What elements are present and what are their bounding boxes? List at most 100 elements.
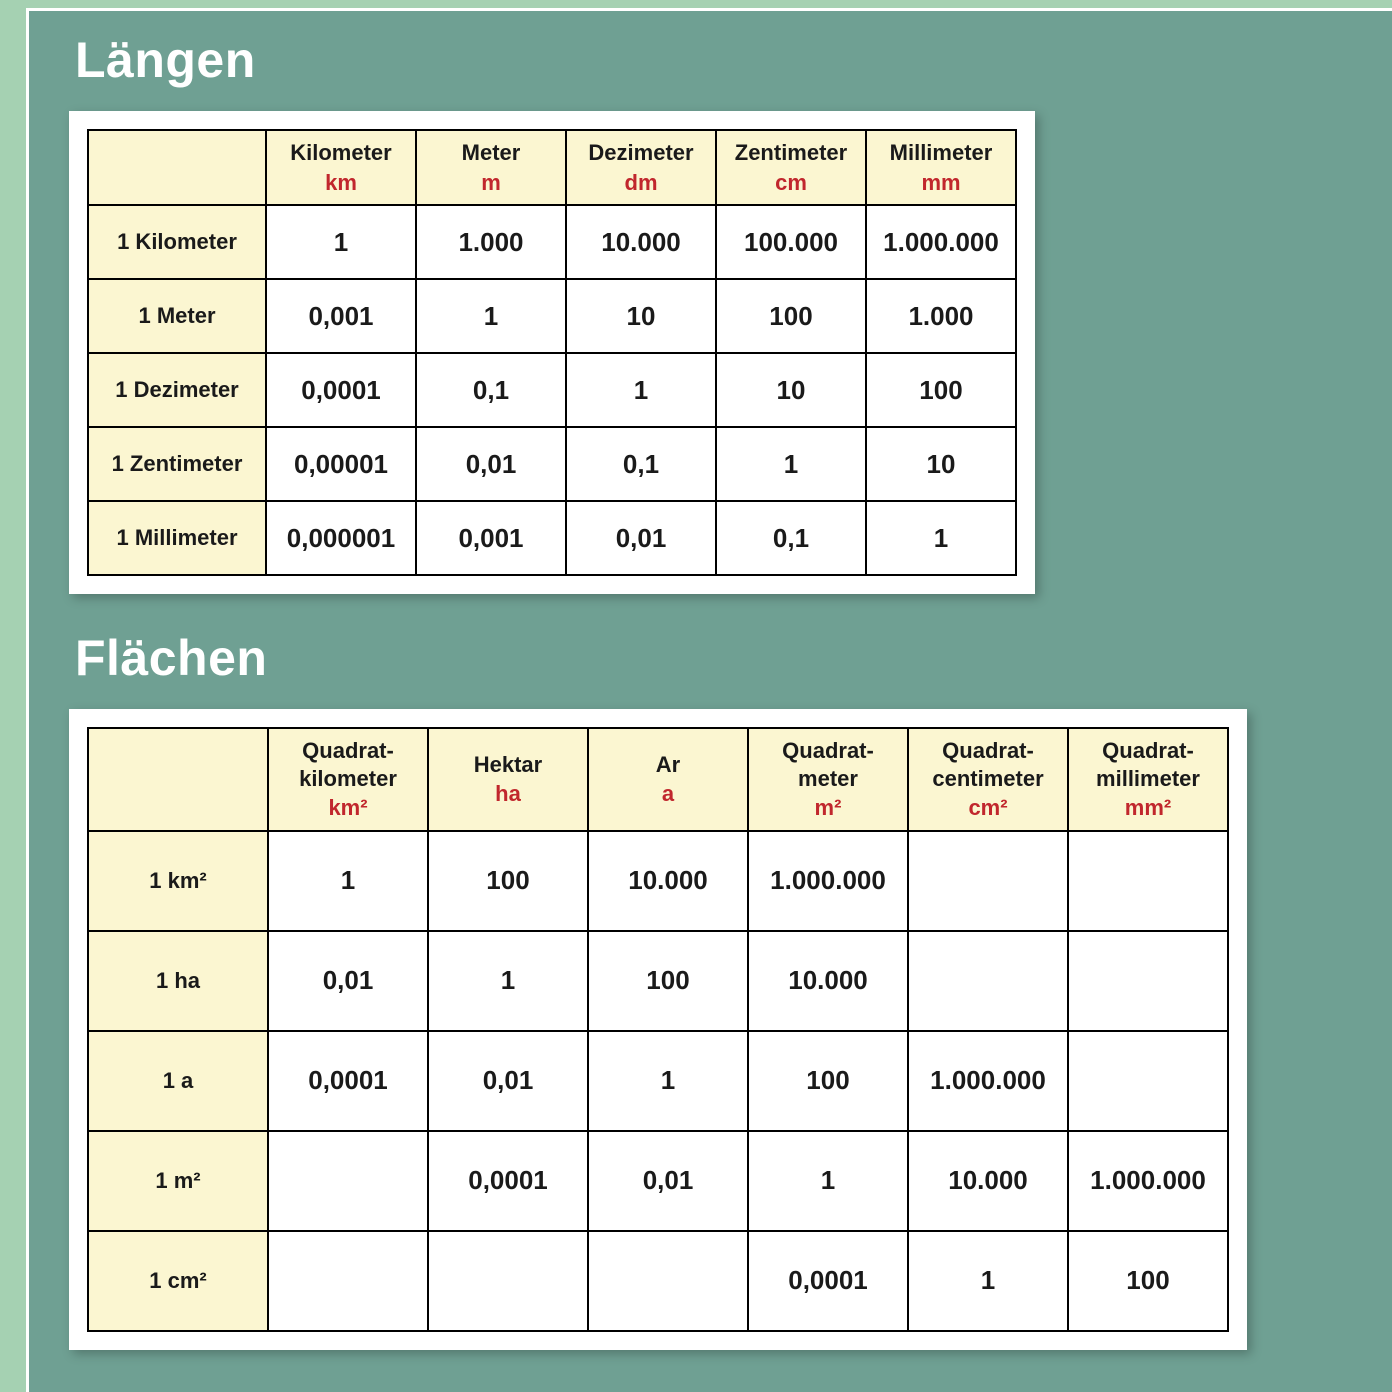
value-cell: 100 [428, 831, 588, 931]
content-panel: Längen KilometerkmMetermDezimeterdmZenti… [26, 8, 1392, 1392]
table-row: 1 km²110010.0001.000.000 [88, 831, 1228, 931]
value-cell [268, 1231, 428, 1331]
column-header: Quadrat-millimeter mm² [1068, 728, 1228, 831]
column-name: Millimeter [890, 140, 993, 165]
header-blank [88, 130, 266, 205]
value-cell [908, 831, 1068, 931]
table-row: 1 Meter0,0011101001.000 [88, 279, 1016, 353]
value-cell: 100 [588, 931, 748, 1031]
value-cell: 0,1 [716, 501, 866, 575]
column-name: Dezimeter [588, 140, 693, 165]
column-header: Dezimeter dm [566, 130, 716, 205]
areas-thead: Quadrat-kilometerkm²HektarhaAraQuadrat-m… [88, 728, 1228, 831]
column-header: Kilometer km [266, 130, 416, 205]
value-cell: 100.000 [716, 205, 866, 279]
value-cell: 1.000.000 [748, 831, 908, 931]
value-cell: 1.000 [866, 279, 1016, 353]
row-label: 1 Kilometer [88, 205, 266, 279]
value-cell [908, 931, 1068, 1031]
value-cell: 0,01 [566, 501, 716, 575]
value-cell: 0,1 [566, 427, 716, 501]
column-name: Zentimeter [735, 140, 847, 165]
row-label: 1 a [88, 1031, 268, 1131]
value-cell: 1 [716, 427, 866, 501]
value-cell: 100 [866, 353, 1016, 427]
lengths-tbody: 1 Kilometer11.00010.000100.0001.000.0001… [88, 205, 1016, 575]
column-header: Hektar ha [428, 728, 588, 831]
row-label: 1 Meter [88, 279, 266, 353]
lengths-table: Kilometer kmMeterm Dezimeter dm Zentimeter cm… [87, 129, 1017, 576]
value-cell: 100 [1068, 1231, 1228, 1331]
lengths-thead: Kilometer kmMeterm Dezimeter dm Zentimeter cm… [88, 130, 1016, 205]
value-cell: 0,01 [428, 1031, 588, 1131]
table-row: 1 cm²0,00011100 [88, 1231, 1228, 1331]
value-cell: 1 [748, 1131, 908, 1231]
table-row: 1 Millimeter0,0000010,0010,010,11 [88, 501, 1016, 575]
value-cell [1068, 931, 1228, 1031]
value-cell: 0,01 [416, 427, 566, 501]
value-cell: 0,001 [416, 501, 566, 575]
value-cell: 1 [566, 353, 716, 427]
value-cell: 10 [716, 353, 866, 427]
column-abbr: mm² [1075, 794, 1221, 822]
column-header: Quadrat-meterm² [748, 728, 908, 831]
areas-table: Quadrat-kilometerkm²HektarhaAraQuadrat-m… [87, 727, 1229, 1332]
column-header: Quadrat-kilometerkm² [268, 728, 428, 831]
table-row: 1 Zentimeter0,000010,010,1110 [88, 427, 1016, 501]
value-cell [428, 1231, 588, 1331]
areas-tbody: 1 km²110010.0001.000.0001 ha0,01110010.0… [88, 831, 1228, 1331]
column-abbr: m² [755, 794, 901, 822]
column-abbr: mm [873, 169, 1009, 197]
lengths-card: Kilometer kmMeterm Dezimeter dm Zentimeter cm… [69, 111, 1035, 594]
column-name: Kilometer [290, 140, 391, 165]
value-cell: 1 [588, 1031, 748, 1131]
table-row: 1 ha0,01110010.000 [88, 931, 1228, 1031]
header-blank [88, 728, 268, 831]
value-cell [588, 1231, 748, 1331]
column-abbr: a [595, 780, 741, 808]
row-label: 1 m² [88, 1131, 268, 1231]
column-name: Hektar [474, 752, 542, 777]
value-cell: 0,0001 [428, 1131, 588, 1231]
value-cell: 10.000 [748, 931, 908, 1031]
column-abbr: dm [573, 169, 709, 197]
value-cell: 0,01 [268, 931, 428, 1031]
table-row: 1 a0,00010,0111001.000.000 [88, 1031, 1228, 1131]
column-abbr: km [273, 169, 409, 197]
value-cell: 1 [908, 1231, 1068, 1331]
value-cell: 0,0001 [748, 1231, 908, 1331]
column-header: Zentimeter cm [716, 130, 866, 205]
column-header: Meterm [416, 130, 566, 205]
value-cell: 100 [716, 279, 866, 353]
row-label: 1 ha [88, 931, 268, 1031]
value-cell: 10.000 [908, 1131, 1068, 1231]
value-cell: 1 [266, 205, 416, 279]
value-cell: 10.000 [588, 831, 748, 931]
column-name: Ar [656, 752, 680, 777]
value-cell: 0,0001 [266, 353, 416, 427]
column-header: Quadrat-centimetercm² [908, 728, 1068, 831]
value-cell: 1 [428, 931, 588, 1031]
column-abbr: cm² [915, 794, 1061, 822]
value-cell: 1.000.000 [908, 1031, 1068, 1131]
column-abbr: ha [435, 780, 581, 808]
value-cell: 0,001 [266, 279, 416, 353]
row-label: 1 Millimeter [88, 501, 266, 575]
column-name: Quadrat-kilometer [299, 738, 397, 791]
table-row: 1 Kilometer11.00010.000100.0001.000.000 [88, 205, 1016, 279]
value-cell: 1 [268, 831, 428, 931]
value-cell: 1.000.000 [866, 205, 1016, 279]
lengths-title: Längen [75, 31, 1352, 89]
row-label: 1 Zentimeter [88, 427, 266, 501]
value-cell: 0,000001 [266, 501, 416, 575]
table-row: 1 Dezimeter0,00010,1110100 [88, 353, 1016, 427]
value-cell [268, 1131, 428, 1231]
table-row: 1 m²0,00010,01110.0001.000.000 [88, 1131, 1228, 1231]
value-cell: 1 [416, 279, 566, 353]
column-abbr: cm [723, 169, 859, 197]
areas-card: Quadrat-kilometerkm²HektarhaAraQuadrat-m… [69, 709, 1247, 1350]
value-cell: 10 [566, 279, 716, 353]
value-cell: 0,00001 [266, 427, 416, 501]
value-cell: 1.000 [416, 205, 566, 279]
column-name: Quadrat-millimeter [1096, 738, 1200, 791]
